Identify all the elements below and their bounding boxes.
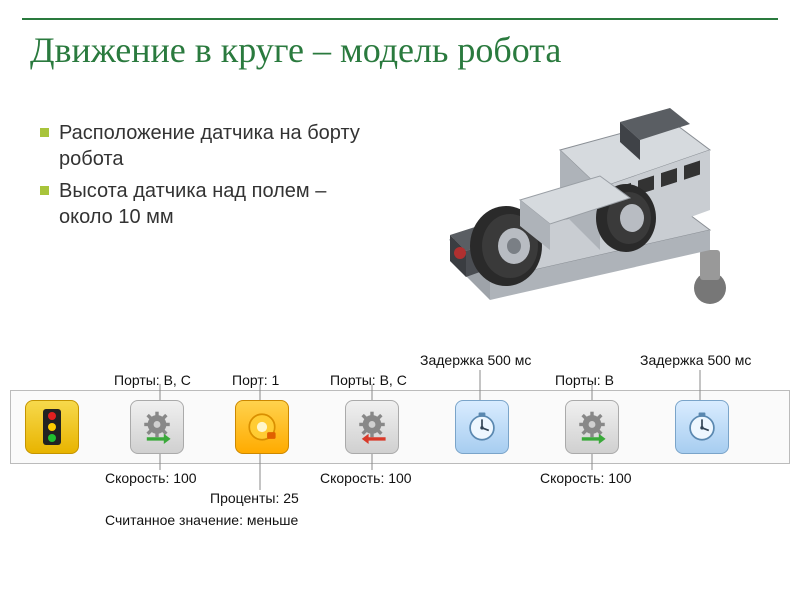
- bullet-marker: [40, 128, 49, 137]
- robot-illustration: [410, 70, 750, 330]
- bullet-text: Расположение датчика на борту робота: [59, 120, 370, 172]
- top-rule: [22, 18, 778, 20]
- bullet-item: Расположение датчика на борту робота: [40, 120, 370, 172]
- bullet-text: Высота датчика над полем – около 10 мм: [59, 178, 370, 230]
- program-flow: Порты: B, C Скорость: 100 Порт: 1 Процен…: [10, 330, 790, 580]
- bullet-list: Расположение датчика на борту робота Выс…: [40, 120, 370, 236]
- bullet-item: Высота датчика над полем – около 10 мм: [40, 178, 370, 230]
- leader-lines: [10, 330, 790, 540]
- page-title: Движение в круге – модель робота: [30, 30, 770, 71]
- bullet-marker: [40, 186, 49, 195]
